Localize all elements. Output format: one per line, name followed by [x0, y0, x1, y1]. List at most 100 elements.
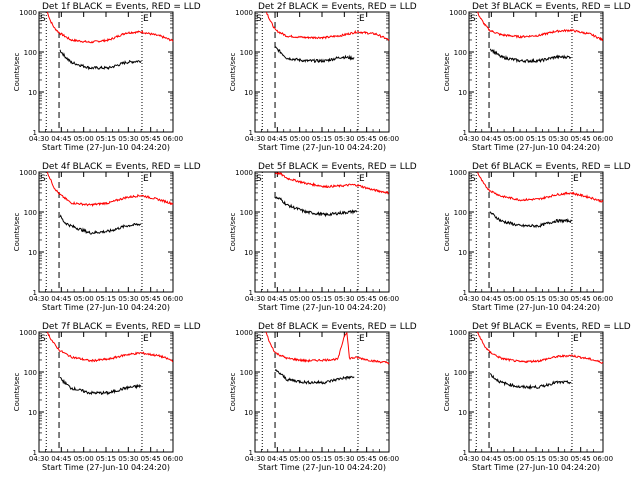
end-marker-label: E [143, 334, 149, 344]
x-tick-label: 05:45 [357, 455, 377, 463]
x-tick-label: 04:45 [51, 295, 71, 303]
x-tick-label: 04:30 [29, 295, 49, 303]
events-series-line [274, 46, 355, 63]
x-tick-label: 04:45 [51, 135, 71, 143]
panel-det-9: Det 9f BLACK = Events, RED = LLD 1 10 100 10… [443, 322, 631, 472]
y-tick-label: 1000 [235, 329, 253, 337]
lld-series-line [266, 11, 390, 41]
x-tick-label: 04:45 [481, 295, 501, 303]
x-tick-label: 05:45 [571, 295, 591, 303]
y-tick-label: 1 [249, 129, 253, 137]
x-tick-label: 06:00 [163, 455, 183, 463]
y-tick-label: 100 [24, 49, 37, 57]
x-axis-label: Start Time (27-Jun-10 04:24:20) [42, 463, 170, 472]
x-tick-label: 06:00 [593, 295, 613, 303]
start-marker-label: S [470, 174, 476, 184]
x-tick-label: 05:00 [290, 455, 310, 463]
x-tick-label: 05:30 [118, 135, 138, 143]
x-tick-label: 05:30 [334, 295, 354, 303]
x-tick-label: 05:00 [74, 135, 94, 143]
y-tick-label: 1 [249, 449, 253, 457]
y-tick-label: 10 [244, 409, 253, 417]
lld-series-line [46, 171, 174, 207]
start-marker-label: S [256, 14, 262, 24]
panel-det-2: Det 2f BLACK = Events, RED = LLD 1 10 100 10… [229, 2, 417, 152]
y-tick-label: 1000 [19, 329, 37, 337]
y-tick-label: 100 [454, 209, 467, 217]
y-tick-label: 10 [28, 89, 37, 97]
y-axis-label: Counts/sec [443, 53, 451, 92]
x-tick-label: 05:00 [504, 135, 524, 143]
y-tick-label: 100 [454, 49, 467, 57]
x-tick-label: 05:15 [312, 135, 332, 143]
x-tick-label: 05:30 [118, 455, 138, 463]
panel-det-6: Det 6f BLACK = Events, RED = LLD 1 10 100 10… [443, 162, 631, 312]
end-marker-label: E [359, 334, 365, 344]
x-tick-label: 05:00 [74, 295, 94, 303]
y-tick-label: 1 [463, 289, 467, 297]
panel-title: Det 3f BLACK = Events, RED = LLD [472, 2, 631, 12]
panel-title: Det 1f BLACK = Events, RED = LLD [42, 2, 201, 12]
y-tick-label: 10 [244, 249, 253, 257]
start-marker-label: S [40, 174, 46, 184]
x-tick-label: 04:30 [245, 135, 265, 143]
x-tick-label: 06:00 [379, 135, 399, 143]
events-series-line [60, 376, 142, 396]
panel-det-8: Det 8f BLACK = Events, RED = LLD 1 10 100 10… [229, 322, 417, 472]
x-tick-label: 05:15 [526, 135, 546, 143]
y-tick-label: 100 [240, 209, 253, 217]
x-tick-label: 05:00 [504, 455, 524, 463]
x-tick-label: 05:15 [312, 455, 332, 463]
start-marker-label: S [256, 334, 262, 344]
y-tick-label: 1000 [235, 169, 253, 177]
x-tick-label: 05:45 [357, 135, 377, 143]
events-series-line [59, 214, 142, 235]
y-tick-label: 100 [454, 369, 467, 377]
x-tick-label: 05:15 [96, 295, 116, 303]
y-tick-label: 1000 [449, 329, 467, 337]
start-marker-label: S [470, 334, 476, 344]
end-marker-label: E [359, 174, 365, 184]
end-marker-label: E [573, 14, 579, 24]
x-tick-label: 05:15 [312, 295, 332, 303]
x-tick-label: 04:30 [29, 135, 49, 143]
events-series-line [59, 49, 142, 71]
panel-title: Det 2f BLACK = Events, RED = LLD [258, 2, 417, 12]
lld-series-line [477, 11, 603, 41]
x-tick-label: 04:30 [245, 295, 265, 303]
y-tick-label: 1 [463, 449, 467, 457]
panel-title: Det 9f BLACK = Events, RED = LLD [472, 322, 631, 332]
y-axis-label: Counts/sec [13, 53, 21, 92]
y-axis-label: Counts/sec [13, 213, 21, 252]
x-tick-label: 06:00 [163, 135, 183, 143]
x-tick-label: 05:45 [141, 135, 161, 143]
x-tick-label: 04:45 [267, 455, 287, 463]
x-tick-label: 05:45 [357, 295, 377, 303]
lld-series-line [476, 331, 604, 364]
x-axis-label: Start Time (27-Jun-10 04:24:20) [472, 143, 600, 152]
x-tick-label: 05:00 [504, 295, 524, 303]
panel-det-1: Det 1f BLACK = Events, RED = LLD 1 10 100 10… [13, 2, 201, 152]
end-marker-label: E [143, 14, 149, 24]
x-tick-label: 05:30 [548, 455, 568, 463]
x-tick-label: 05:15 [526, 455, 546, 463]
x-tick-label: 06:00 [593, 135, 613, 143]
x-tick-label: 06:00 [163, 295, 183, 303]
x-tick-label: 05:00 [290, 295, 310, 303]
y-axis-label: Counts/sec [443, 373, 451, 412]
y-axis-label: Counts/sec [443, 213, 451, 252]
y-tick-label: 1000 [235, 9, 253, 17]
x-axis-label: Start Time (27-Jun-10 04:24:20) [472, 303, 600, 312]
x-tick-label: 04:30 [245, 455, 265, 463]
panel-title: Det 6f BLACK = Events, RED = LLD [472, 162, 631, 172]
x-tick-label: 05:00 [290, 135, 310, 143]
y-axis-label: Counts/sec [229, 213, 237, 252]
lld-series-line [46, 331, 174, 363]
y-tick-label: 1 [249, 289, 253, 297]
x-tick-label: 05:45 [141, 295, 161, 303]
x-tick-label: 05:15 [96, 135, 116, 143]
y-tick-label: 10 [244, 89, 253, 97]
y-tick-label: 1 [33, 129, 37, 137]
lld-series-line [477, 172, 604, 203]
